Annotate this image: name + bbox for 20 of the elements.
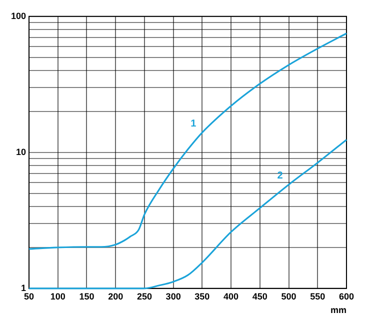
- x-tick-label: 200: [108, 291, 124, 302]
- series-label: 1: [190, 118, 197, 130]
- x-tick-label: 50: [24, 291, 34, 302]
- x-tick-label: 150: [79, 291, 94, 302]
- x-tick-label: 550: [310, 291, 326, 302]
- x-tick-label: 600: [338, 291, 354, 302]
- series-label: 2: [277, 170, 284, 182]
- x-tick-label: 350: [194, 291, 210, 302]
- y-tick-label: 100: [10, 10, 26, 21]
- x-tick-label: 300: [166, 291, 181, 302]
- x-tick-label: 500: [281, 291, 296, 302]
- x-tick-label: 100: [50, 291, 66, 302]
- y-tick-label: 1: [21, 282, 26, 293]
- x-tick-label: 400: [224, 291, 239, 302]
- x-tick-label: 250: [136, 291, 152, 302]
- y-tick-label: 10: [16, 146, 26, 157]
- line-series: [28, 32, 348, 250]
- x-axis-title: mm: [330, 305, 346, 316]
- x-tick-label: 450: [252, 291, 268, 302]
- line-series: [28, 138, 348, 290]
